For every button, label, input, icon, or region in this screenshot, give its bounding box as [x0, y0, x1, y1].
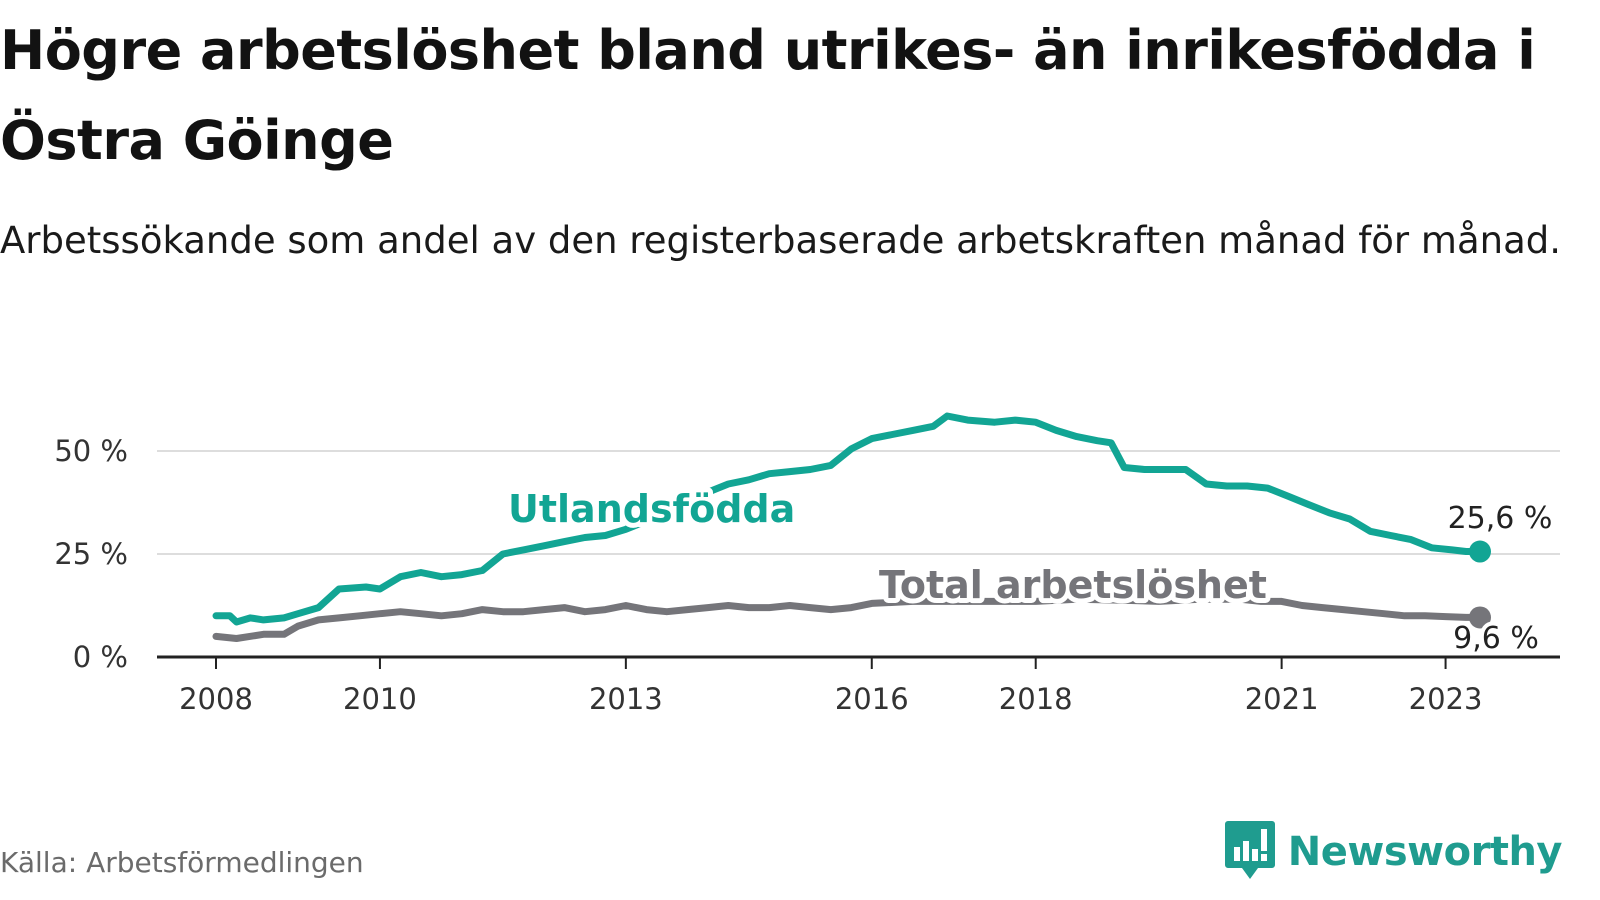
- x-tick-label: 2021: [1245, 682, 1319, 716]
- series-label-utlandsfodda: Utlandsfödda: [508, 487, 795, 531]
- end-value-label-total: 9,6 %: [1453, 621, 1539, 656]
- endpoint-dot-total: [1469, 606, 1491, 629]
- chart-subtitle: Arbetssökande som andel av den registerb…: [0, 219, 1561, 262]
- endpoint-dot-utlandsfodda: [1469, 540, 1491, 563]
- x-tick-label: 2023: [1409, 682, 1483, 716]
- x-tick-label: 2010: [343, 682, 417, 716]
- x-tick-label: 2016: [835, 682, 909, 716]
- series-label-total: Total arbetslöshet: [879, 563, 1267, 607]
- x-tick-label: 2008: [179, 682, 253, 716]
- series-line-utlandsfodda: [212, 412, 1484, 626]
- x-tick-label: 2013: [589, 682, 663, 716]
- brand-name: Newsworthy: [1287, 829, 1563, 875]
- x-tick-label: 2018: [999, 682, 1073, 716]
- series-line-total: [212, 595, 1484, 642]
- y-tick-label: 0 %: [73, 640, 128, 674]
- y-axis: 0 % 25 % 50 %: [54, 434, 128, 674]
- y-tick-label: 50 %: [54, 434, 128, 468]
- y-tick-label: 25 %: [54, 537, 128, 571]
- newsworthy-logo-icon: [1224, 819, 1276, 885]
- page-title: Högre arbetslöshet bland utrikes- än inr…: [0, 19, 1536, 172]
- brand-logo: Newsworthy: [1224, 819, 1563, 885]
- end-value-label-utlandsfodda: 25,6 %: [1448, 501, 1553, 536]
- gridlines: [157, 450, 1560, 555]
- source-note: Källa: Arbetsförmedlingen: [0, 846, 364, 879]
- series-endpoints: [1469, 540, 1491, 629]
- x-axis: 2008 2010 2013 2016 2018 2021 2023: [157, 655, 1560, 716]
- series-lines: [212, 412, 1484, 642]
